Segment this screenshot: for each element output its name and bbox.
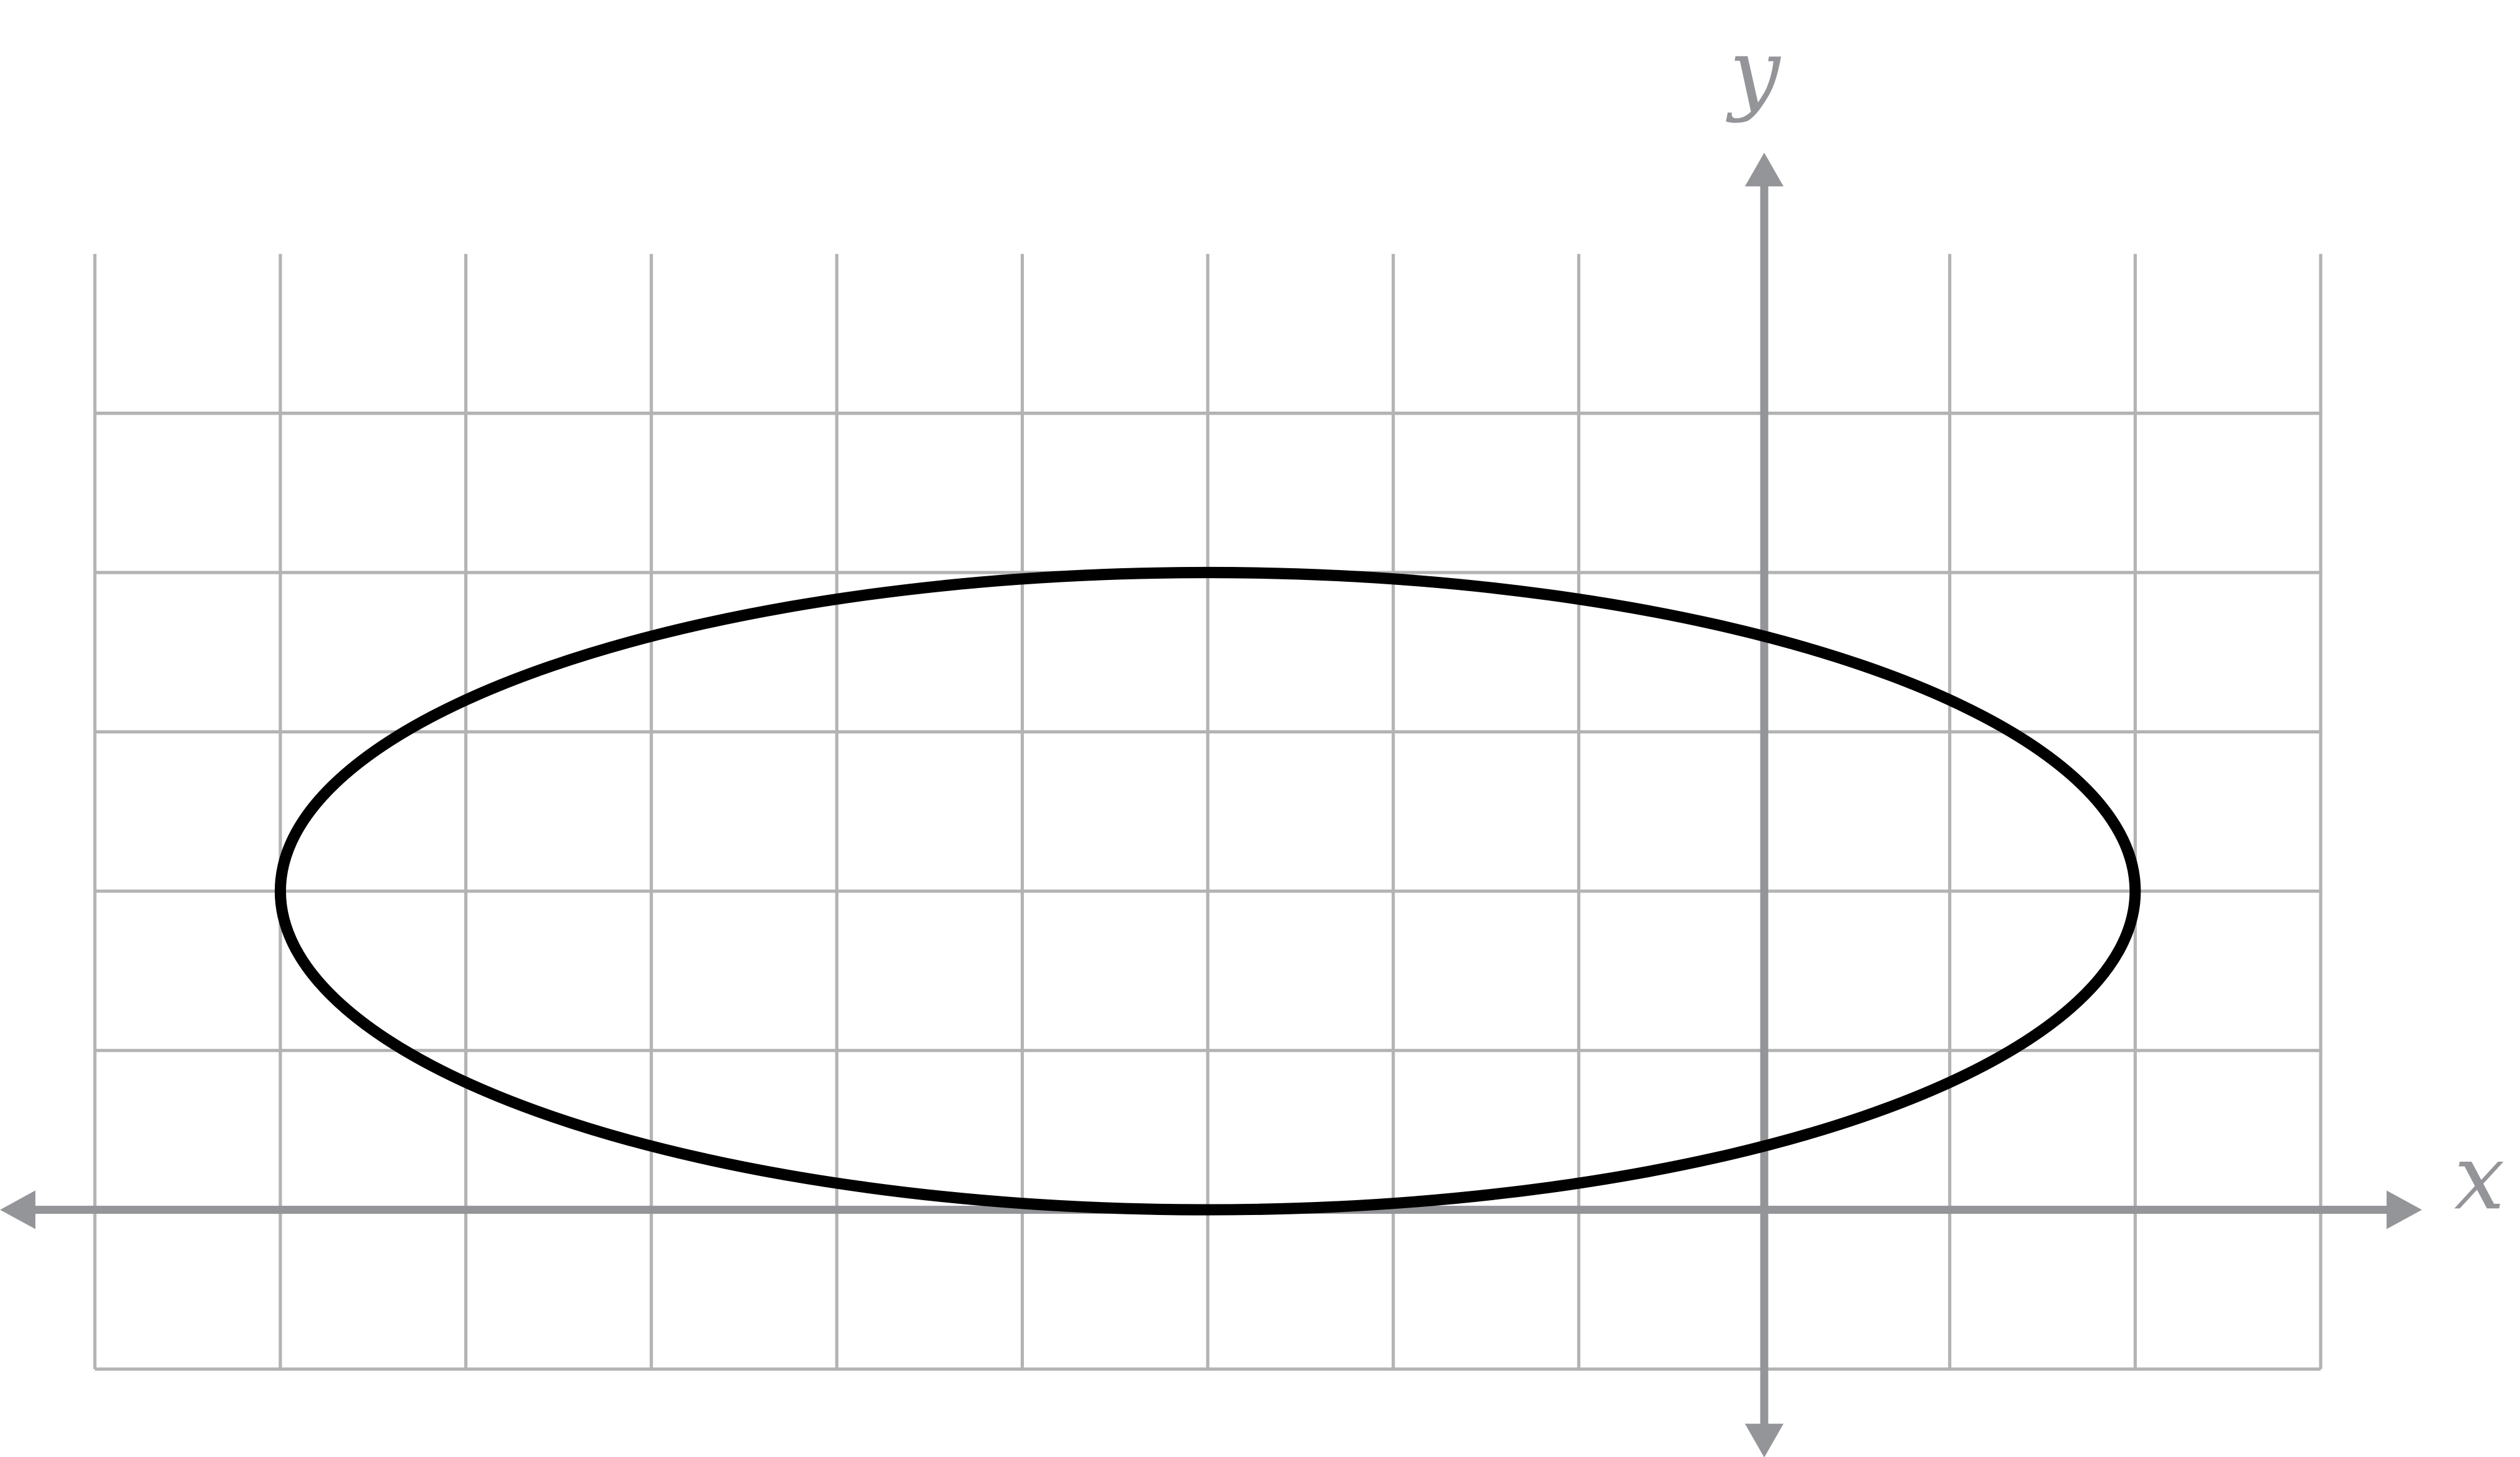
x-axis-label: x (2454, 1125, 2505, 1230)
grid (93, 254, 2323, 1371)
x-axis-arrow-right (2386, 1190, 2422, 1229)
ellipse-curve (274, 566, 2141, 1216)
y-axis-arrow-up (1744, 152, 1784, 187)
y-axis-arrow-down (1744, 1424, 1784, 1457)
curves (274, 566, 2141, 1216)
y-axis-label: y (1726, 20, 1782, 124)
x-axis-arrow-left (0, 1190, 36, 1229)
axes (0, 152, 2422, 1457)
